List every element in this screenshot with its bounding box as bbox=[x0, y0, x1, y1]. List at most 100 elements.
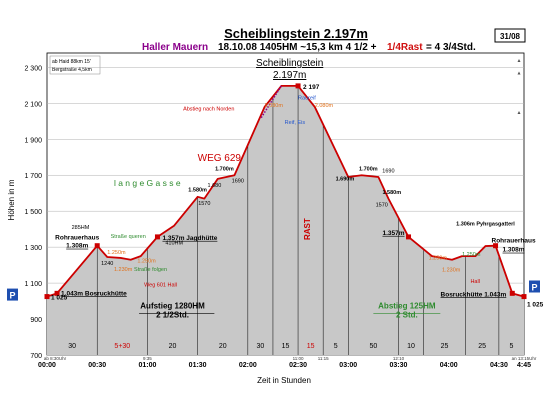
time-mark: 11:15 bbox=[318, 356, 329, 361]
annotation-label: WEG 629 bbox=[198, 153, 242, 164]
aufstieg-line-2: 2 1/2Std. bbox=[156, 310, 189, 319]
waypoint-marker bbox=[94, 243, 100, 249]
waypoint-marker bbox=[154, 234, 160, 240]
x-tick-label: 02:30 bbox=[289, 362, 307, 369]
waypoint-marker bbox=[406, 234, 412, 240]
altitude-label: 1240 bbox=[101, 261, 113, 267]
altitude-label: 1.580m bbox=[188, 187, 207, 193]
segment-minutes: 25 bbox=[478, 343, 486, 350]
abstieg-line-1: Abstieg 125HM bbox=[378, 301, 436, 310]
descent-1357-label: 1.357m bbox=[382, 230, 404, 237]
profile-area bbox=[47, 85, 524, 356]
y-tick-label: 1 100 bbox=[24, 281, 42, 288]
x-tick-label: 01:00 bbox=[138, 362, 156, 369]
altitude-label: 1.700m bbox=[215, 167, 234, 173]
subtitle-end: = 4 3/4Std. bbox=[426, 42, 476, 53]
peak-altitude-label: 2 197 bbox=[303, 84, 320, 91]
y-tick-label: 700 bbox=[30, 353, 42, 360]
approach-dotted bbox=[260, 85, 282, 119]
abstieg-line-2: 2 Std. bbox=[396, 310, 418, 319]
segment-minutes: 5 bbox=[509, 343, 513, 350]
altitude-label: 285HM bbox=[72, 225, 90, 231]
segment-minutes: 5 bbox=[334, 343, 338, 350]
time-mark: 9:35 bbox=[143, 356, 152, 361]
annotation-label: 1.230m bbox=[114, 267, 133, 273]
segment-minutes: 10 bbox=[407, 343, 415, 350]
x-tick-label: 04:30 bbox=[490, 362, 508, 369]
annotation-label: l a n g e G a s s e bbox=[114, 178, 181, 188]
rohrauerhaus-left-alt: 1.308m bbox=[66, 243, 88, 250]
segment-minutes: 15 bbox=[307, 343, 315, 350]
altitude-label: 1.306m Pyhrgasgatterl bbox=[456, 222, 515, 228]
annotation-label: 1.250m bbox=[429, 256, 448, 262]
rohrauerhaus-left-name: Rohrauerhaus bbox=[55, 235, 99, 242]
y-tick-label: 1 300 bbox=[24, 245, 42, 252]
annotation-label: Reif, Eis bbox=[285, 120, 306, 126]
altitude-label: 1.700m bbox=[359, 167, 378, 173]
y-tick-label: 900 bbox=[30, 317, 42, 324]
x-tick-label: 01:30 bbox=[189, 362, 207, 369]
edge-arrow-icon: ▴ bbox=[517, 71, 520, 77]
annotation-label: 2.080m bbox=[315, 103, 334, 109]
y-tick-label: 2 100 bbox=[24, 101, 42, 108]
edge-arrow-icon: ▴ bbox=[517, 58, 520, 64]
summit-name: Scheiblingstein bbox=[256, 58, 323, 69]
parking-icon: P bbox=[9, 291, 15, 301]
x-tick-label: 00:00 bbox=[38, 362, 56, 369]
time-mark: an 13:15Uhr bbox=[512, 356, 537, 361]
page-badge-box bbox=[494, 28, 526, 43]
waypoint-marker bbox=[44, 294, 50, 300]
segment-minutes: 25 bbox=[441, 343, 449, 350]
altitude-label: 1690 bbox=[232, 178, 244, 184]
info-box bbox=[49, 55, 101, 75]
rohrauerhaus-right-name: Rohrauerhaus bbox=[492, 238, 536, 245]
waypoint-marker bbox=[521, 294, 527, 300]
annotation-label: 1.230m bbox=[442, 267, 461, 273]
bosruckhuette-label-right: Bosruckhütte 1.043m bbox=[441, 291, 507, 298]
annotation-label: 2.080m bbox=[265, 103, 284, 109]
area-layer bbox=[47, 85, 524, 356]
time-mark: ab 8:30Uhr bbox=[44, 356, 67, 361]
annotation-label: 1.250m bbox=[107, 250, 126, 256]
start-altitude-label: 1 025 bbox=[51, 295, 68, 302]
altitude-label: 1690 bbox=[382, 169, 394, 175]
y-tick-label: 1 700 bbox=[24, 173, 42, 180]
profile-line bbox=[46, 84, 525, 298]
annotation-label: Straße folgen bbox=[134, 267, 167, 273]
y-tick-label: 1 900 bbox=[24, 137, 42, 144]
summit-altitude: 2.197m bbox=[273, 70, 306, 81]
aufstieg-line-1: Aufstieg 1280HM bbox=[140, 301, 205, 310]
page-badge: 31/08 bbox=[500, 32, 521, 41]
segment-minutes: 5+30 bbox=[114, 343, 130, 350]
y-axis-label: Höhen in m bbox=[7, 179, 16, 220]
x-axis-label: Zeit in Stunden bbox=[257, 376, 311, 385]
y-tick-label: 1 500 bbox=[24, 209, 42, 216]
peak-marker bbox=[295, 83, 301, 89]
annotation-label: 1.250m bbox=[462, 252, 481, 258]
subtitle-left: Haller Mauern bbox=[142, 42, 208, 53]
x-tick-label: 00:30 bbox=[88, 362, 106, 369]
x-tick-label: 03:30 bbox=[390, 362, 408, 369]
waypoint-marker bbox=[509, 290, 515, 296]
annotation-label: Abstieg nach Norden bbox=[183, 107, 234, 113]
x-tick-label: 04:00 bbox=[440, 362, 458, 369]
parking-icon: P bbox=[531, 282, 537, 292]
subtitle-rast: 1/4Rast bbox=[387, 42, 423, 53]
annotation-label: Straße queren bbox=[111, 234, 146, 240]
annotation-label: Weg 601 Hall bbox=[144, 282, 177, 288]
altitude-label: 1.580m bbox=[382, 190, 401, 196]
info-line-1: ab Haid 88km 15' bbox=[52, 59, 91, 65]
altitude-label: 410HM bbox=[165, 240, 183, 246]
x-tick-label: 03:00 bbox=[339, 362, 357, 369]
rast-label: RAST bbox=[303, 218, 312, 240]
x-tick-label: 02:00 bbox=[239, 362, 257, 369]
parking-box bbox=[529, 280, 540, 293]
bosruckhuette-label-left: 1.043m Bosruckhütte bbox=[61, 290, 127, 297]
segment-minutes: 30 bbox=[256, 343, 264, 350]
annotation-label: Raureif bbox=[298, 96, 316, 102]
parking-box bbox=[7, 288, 18, 301]
time-mark: 11:00 bbox=[293, 356, 304, 361]
